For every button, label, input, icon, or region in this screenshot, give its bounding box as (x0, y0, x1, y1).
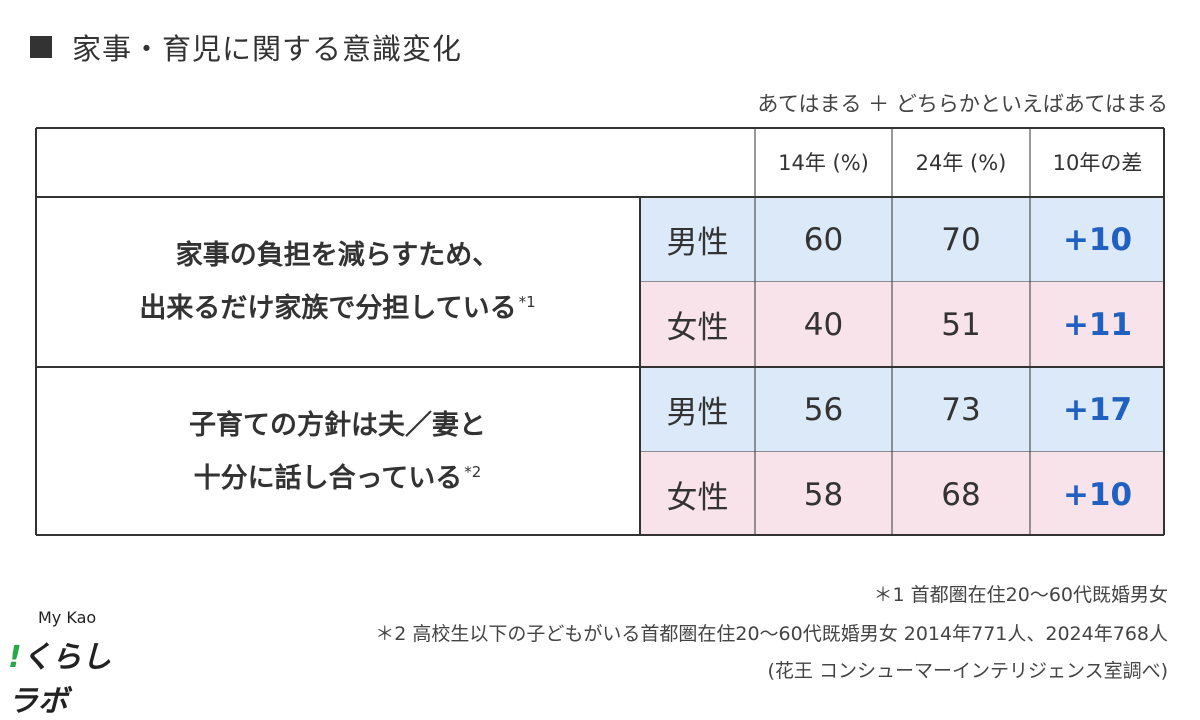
value-24: 51 (941, 306, 981, 343)
statement-cell: 子育ての方針は夫／妻と十分に話し合っている *2 (35, 367, 640, 537)
logo-bang: ! (8, 640, 22, 675)
statement-line: 子育ての方針は夫／妻と (189, 403, 486, 449)
statement-text: 十分に話し合っている (193, 462, 463, 494)
survey-table: 14年 (%) 24年 (%) 10年の差 男性 60 70 +10 女性 40 51 +11… (35, 127, 1165, 536)
row-background (640, 452, 1165, 536)
title-bullet-icon (30, 36, 52, 58)
logo-name: くらしラボ (8, 640, 112, 719)
row-background (640, 367, 1165, 452)
row-background (640, 282, 1165, 367)
footnote-1: ＊1 首都圏在住20〜60代既婚男女 (873, 584, 1168, 606)
value-14: 40 (803, 306, 844, 343)
statement-text: 子育ての方針は夫／妻と (189, 409, 486, 441)
logo-brand: My Kao (38, 608, 97, 627)
source-note: (花王 コンシューマーインテリジェンス室調べ) (767, 660, 1169, 682)
value-14: 58 (803, 476, 844, 513)
value-24: 73 (941, 391, 981, 428)
statement-text: 家事の負担を減らすため、 (175, 239, 500, 271)
column-header-14: 14年 (%) (778, 151, 869, 175)
row-background (640, 197, 1165, 282)
statement-cell: 家事の負担を減らすため、出来るだけ家族で分担している *1 (35, 197, 640, 367)
chart-title: 家事・育児に関する意識変化 (30, 26, 462, 68)
footnote-2: ＊2 高校生以下の子どもがいる首都圏在住20〜60代既婚男女 2014年771人… (375, 623, 1168, 645)
gender-label: 男性 (666, 225, 729, 261)
value-diff: +10 (1062, 476, 1133, 513)
statement-line: 十分に話し合っている *2 (194, 449, 482, 502)
gender-label: 女性 (666, 480, 729, 516)
table-grid (35, 127, 1165, 536)
value-24: 70 (941, 221, 981, 258)
gender-label: 男性 (666, 395, 729, 431)
value-diff: +17 (1062, 391, 1133, 428)
scale-note: あてはまる ＋ どちらかといえばあてはまる (757, 92, 1168, 116)
value-diff: +11 (1062, 306, 1133, 343)
kurashi-labo-logo: My Kao !くらしラボ (8, 608, 133, 719)
statement-line: 出来るだけ家族で分担している *1 (139, 279, 535, 332)
statement-line: 家事の負担を減らすため、 (176, 233, 499, 279)
statement-text: 出来るだけ家族で分担している (139, 292, 517, 324)
value-14: 56 (803, 391, 844, 428)
column-header-24: 24年 (%) (915, 151, 1007, 175)
column-header-diff: 10年の差 (1052, 151, 1143, 175)
footnote-mark: *2 (464, 462, 482, 481)
gender-label: 女性 (666, 310, 729, 346)
logo-wordmark: !くらしラボ (8, 632, 133, 720)
value-14: 60 (803, 221, 844, 258)
title-text: 家事・育児に関する意識変化 (72, 32, 463, 66)
footnote-mark: *1 (518, 292, 536, 311)
value-24: 68 (941, 476, 981, 513)
value-diff: +10 (1062, 221, 1133, 258)
